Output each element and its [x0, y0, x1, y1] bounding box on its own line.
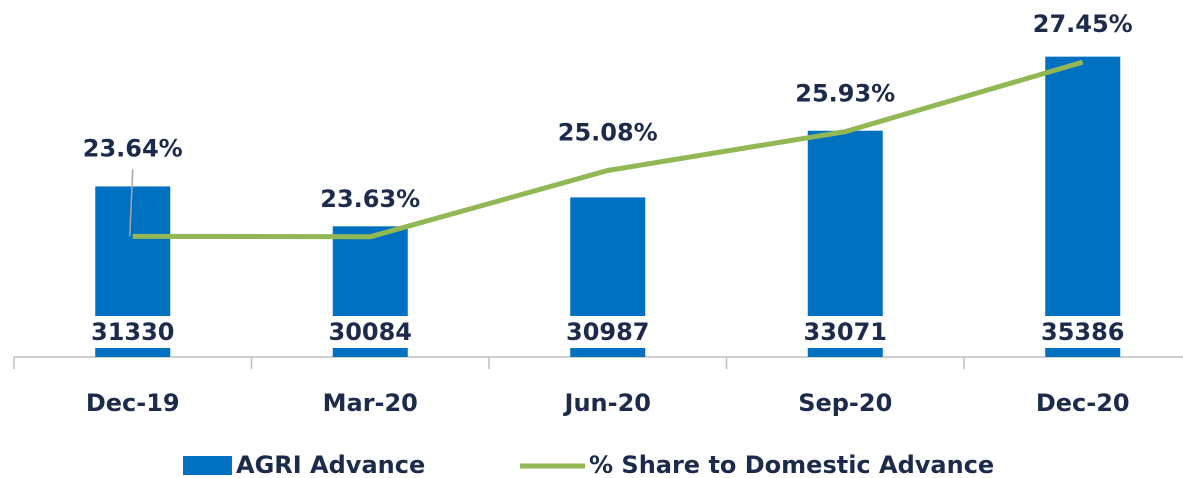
bar-value-label: 31330 — [91, 318, 175, 346]
x-tick-label: Jun-20 — [563, 389, 651, 417]
bar — [1045, 56, 1121, 357]
bar-value-label: 30987 — [566, 318, 650, 346]
label-bg — [318, 316, 423, 348]
label-bg — [1030, 316, 1135, 348]
x-tick-label: Dec-19 — [86, 389, 180, 417]
bar-value-label: 35386 — [1041, 318, 1125, 346]
label-bg — [555, 316, 660, 348]
line-value-label: 23.63% — [320, 185, 420, 213]
line-value-label: 25.93% — [795, 80, 895, 108]
bar-value-label: 30084 — [329, 318, 413, 346]
label-bg — [80, 316, 185, 348]
label-bg — [793, 316, 898, 348]
line-value-label: 27.45% — [1033, 10, 1133, 38]
x-tick-label: Mar-20 — [323, 389, 418, 417]
line-value-label: 25.08% — [558, 118, 658, 146]
x-tick-label: Sep-20 — [798, 389, 892, 417]
line — [132, 59, 1084, 240]
legend-label: AGRI Advance — [236, 451, 425, 478]
legend-label: % Share to Domestic Advance — [589, 451, 994, 478]
legend-swatch — [183, 456, 232, 475]
bar-value-label: 33071 — [804, 318, 888, 346]
x-tick-label: Dec-20 — [1036, 389, 1130, 417]
leader-line — [129, 169, 134, 237]
line-value-label: 23.64% — [83, 134, 183, 162]
